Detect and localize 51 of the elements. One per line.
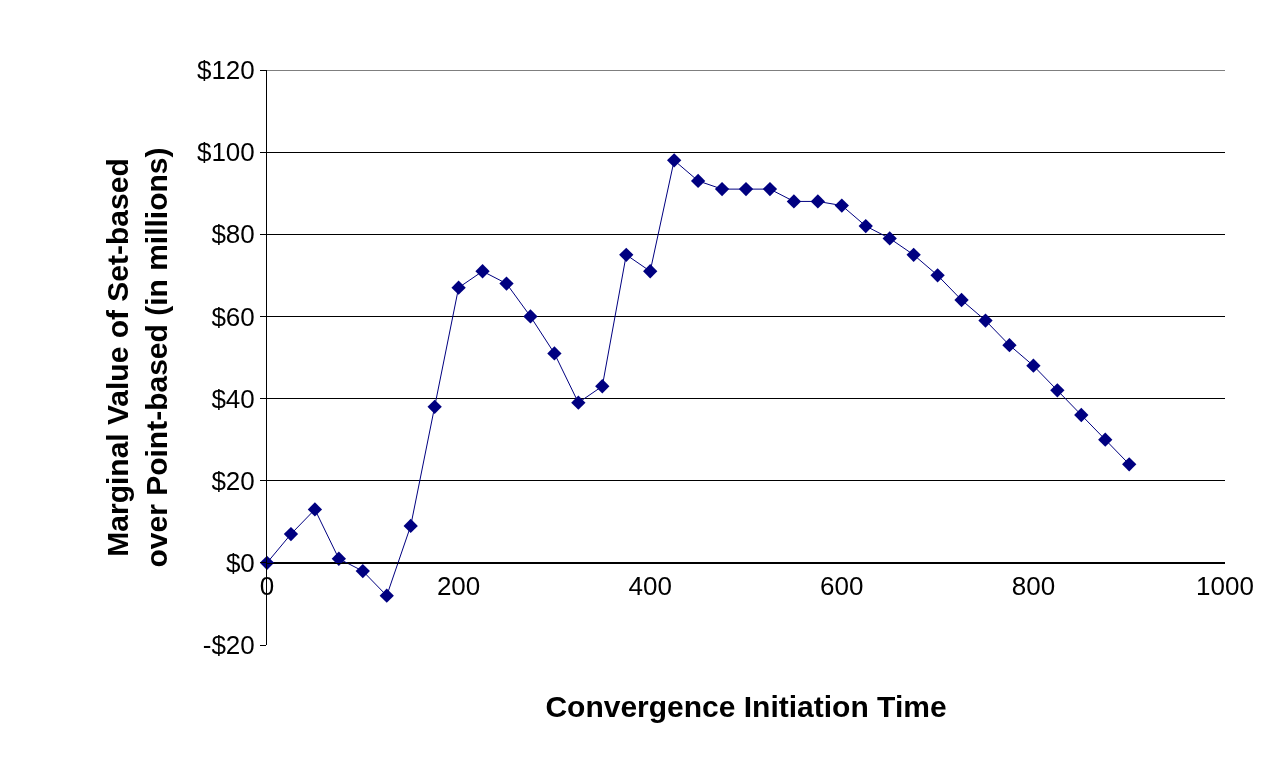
- y-tick-label: $80: [211, 219, 255, 250]
- y-axis-title: Marginal Value of Set-based over Point-based (in millions): [100, 147, 173, 568]
- x-tick-label: 200: [436, 571, 481, 602]
- point: [1002, 338, 1017, 353]
- point: [738, 181, 754, 197]
- point: [379, 588, 394, 603]
- point: [978, 313, 993, 328]
- x-tick-label: 1000: [1196, 571, 1254, 602]
- point: [762, 181, 778, 197]
- point: [643, 264, 658, 279]
- point: [690, 173, 706, 189]
- x-tick-label: 800: [1011, 571, 1056, 602]
- point: [619, 247, 634, 262]
- point: [954, 292, 969, 308]
- y-tick-label: $60: [211, 301, 255, 332]
- point: [1050, 383, 1065, 398]
- point: [571, 395, 586, 410]
- point: [882, 231, 897, 246]
- x-tick-label: 600: [820, 571, 864, 602]
- point: [547, 346, 562, 361]
- y-tick-label: -$20: [202, 630, 255, 661]
- point: [451, 280, 466, 295]
- point: [1026, 358, 1041, 373]
- point: [427, 399, 442, 414]
- y-tick-label: $0: [225, 547, 255, 578]
- y-tick-label: $120: [196, 55, 255, 86]
- point: [714, 181, 730, 197]
- x-tick-label: 400: [628, 571, 672, 602]
- point: [1122, 457, 1137, 472]
- point: [786, 194, 802, 209]
- point: [810, 194, 825, 209]
- x-axis-title: Convergence Initiation Time: [545, 689, 947, 723]
- point: [595, 379, 610, 394]
- point: [930, 268, 945, 283]
- y-tick-label: $100: [196, 137, 255, 168]
- y-tick-label: $40: [211, 383, 255, 414]
- point: [523, 309, 538, 324]
- point: [834, 198, 849, 213]
- point: [1098, 432, 1113, 447]
- point: [858, 218, 873, 234]
- point: [355, 563, 370, 579]
- point: [1074, 407, 1089, 423]
- y-tick-label: $20: [211, 465, 255, 496]
- point: [331, 551, 346, 566]
- point: [906, 247, 921, 262]
- point: [667, 153, 682, 168]
- point: [475, 264, 490, 279]
- point: [283, 526, 299, 542]
- point: [499, 276, 514, 291]
- point: [307, 502, 323, 517]
- point: [403, 518, 418, 534]
